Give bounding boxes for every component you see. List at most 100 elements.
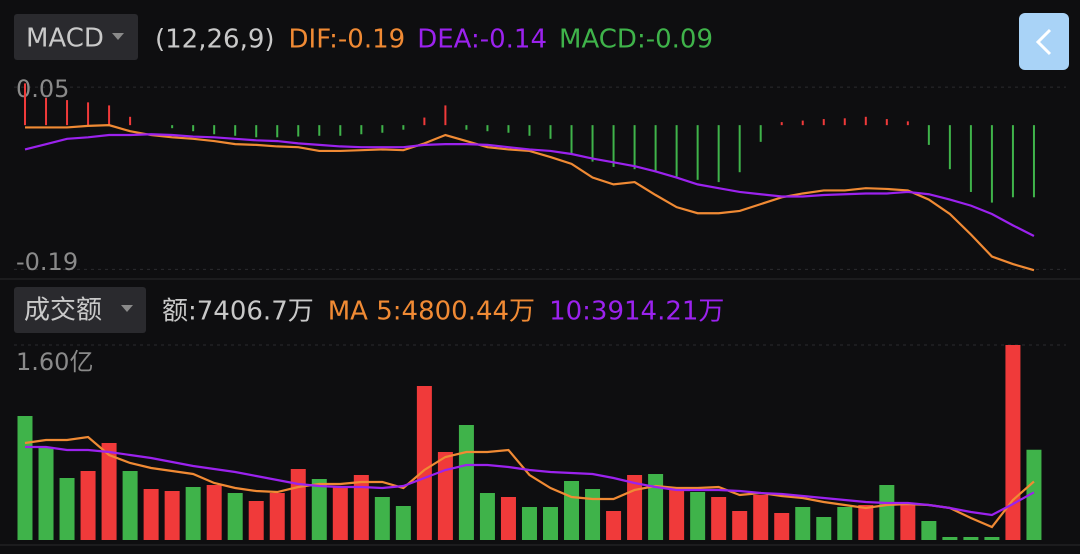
legend-item: MA 5:4800.44万	[328, 297, 535, 327]
indicator-params: (12,26,9)	[155, 25, 275, 55]
volume-bar	[564, 481, 580, 540]
histogram-bar	[822, 119, 825, 126]
indicator-dropdown[interactable]: MACD	[14, 14, 138, 60]
histogram-bar	[381, 125, 384, 133]
histogram-bar	[486, 125, 489, 132]
volume-bar	[80, 471, 96, 540]
histogram-bar	[360, 125, 363, 135]
volume-bar	[816, 517, 832, 540]
dropdown-box[interactable]	[14, 287, 146, 333]
histogram-bar	[234, 125, 237, 136]
histogram-bar	[801, 120, 804, 126]
histogram-bar	[276, 125, 279, 138]
volume-bar	[479, 493, 495, 540]
volume-bar	[1026, 449, 1042, 540]
histogram-bar	[885, 119, 888, 126]
histogram-bar	[66, 100, 69, 126]
y-tick-label: 1.60亿	[16, 348, 93, 376]
volume-bar	[458, 424, 474, 540]
series-line	[24, 435, 1035, 529]
volume-bar	[795, 506, 811, 540]
series-line	[25, 124, 1035, 272]
legend-item: MACD:-0.09	[559, 25, 713, 55]
histogram-bar	[990, 125, 993, 203]
volume-bar	[942, 537, 958, 540]
volume-bar	[900, 504, 916, 540]
button-icon[interactable]	[1035, 28, 1052, 56]
volume-bar	[395, 505, 411, 540]
histogram-bar	[675, 125, 678, 177]
histogram-bar	[192, 125, 195, 132]
histogram-bar	[507, 125, 510, 133]
histogram-bar	[528, 125, 531, 136]
volume-bar	[690, 492, 706, 540]
histogram-bar	[717, 125, 720, 183]
dropdown-arrow[interactable]	[112, 33, 124, 40]
histogram-bar	[1011, 125, 1014, 198]
volume-bar	[921, 520, 937, 540]
volume-bar	[185, 486, 201, 540]
histogram-bar	[927, 125, 930, 145]
volume-bar	[122, 471, 138, 540]
volume-bar	[17, 416, 33, 540]
histogram-bar	[171, 125, 174, 129]
histogram-bar	[612, 125, 615, 167]
dropdown-arrow[interactable]	[121, 305, 133, 312]
histogram-bar	[780, 122, 783, 126]
volume-bar	[227, 493, 243, 540]
histogram-bar	[654, 125, 657, 173]
volume-bar	[669, 486, 685, 540]
volume-bar	[38, 447, 54, 540]
series-line	[24, 133, 1035, 237]
volume-bar	[753, 495, 769, 540]
volume-bar	[101, 442, 117, 540]
histogram-bar	[318, 125, 321, 136]
dropdown-label[interactable]: 成交额	[24, 296, 102, 326]
volume-bar	[374, 497, 390, 540]
histogram-bar	[423, 117, 426, 126]
volume-bar	[206, 484, 222, 540]
legend-item: 额:7406.7万	[162, 297, 314, 327]
volume-bar	[606, 511, 622, 540]
histogram-bar	[864, 116, 867, 126]
histogram-bar	[759, 125, 762, 142]
volume-bar	[585, 488, 601, 540]
collapse-button[interactable]	[1019, 13, 1069, 70]
histogram-bar	[108, 105, 111, 126]
histogram-bar	[339, 125, 342, 136]
legend-item: 10:3914.21万	[549, 297, 724, 327]
volume-bar	[143, 488, 159, 540]
volume-bar	[269, 493, 285, 540]
histogram-bar	[213, 125, 216, 135]
volume-bar	[59, 478, 75, 540]
histogram-bar	[969, 125, 972, 192]
histogram-bar	[297, 125, 300, 137]
volume-bar	[963, 537, 979, 540]
histogram-bar	[465, 125, 468, 130]
volume-bar	[164, 491, 180, 540]
histogram-bar	[129, 116, 132, 126]
volume-bar	[311, 479, 327, 540]
histogram-bar	[444, 105, 447, 126]
series-line	[25, 445, 1035, 517]
histogram-bar	[633, 125, 636, 170]
volume-bar	[248, 501, 264, 540]
histogram-bar	[255, 125, 258, 138]
histogram-bar	[906, 121, 909, 126]
histogram-bar	[738, 125, 741, 173]
volume-bar	[774, 513, 790, 540]
histogram-bar	[1032, 125, 1035, 198]
dropdown-box[interactable]	[14, 14, 138, 60]
histogram-bar	[45, 97, 48, 126]
dropdown-label[interactable]: MACD	[26, 24, 104, 54]
histogram-bar	[570, 125, 573, 154]
volume-bar	[332, 486, 348, 540]
volume-bar	[858, 504, 874, 540]
volume-bar	[732, 511, 748, 540]
histogram-bar	[24, 83, 26, 126]
volume-dropdown[interactable]: 成交额	[14, 287, 146, 333]
histogram-bar	[696, 125, 699, 180]
histogram-bar	[843, 118, 846, 126]
button-bg[interactable]	[1019, 13, 1069, 70]
volume-bar	[1005, 345, 1021, 540]
